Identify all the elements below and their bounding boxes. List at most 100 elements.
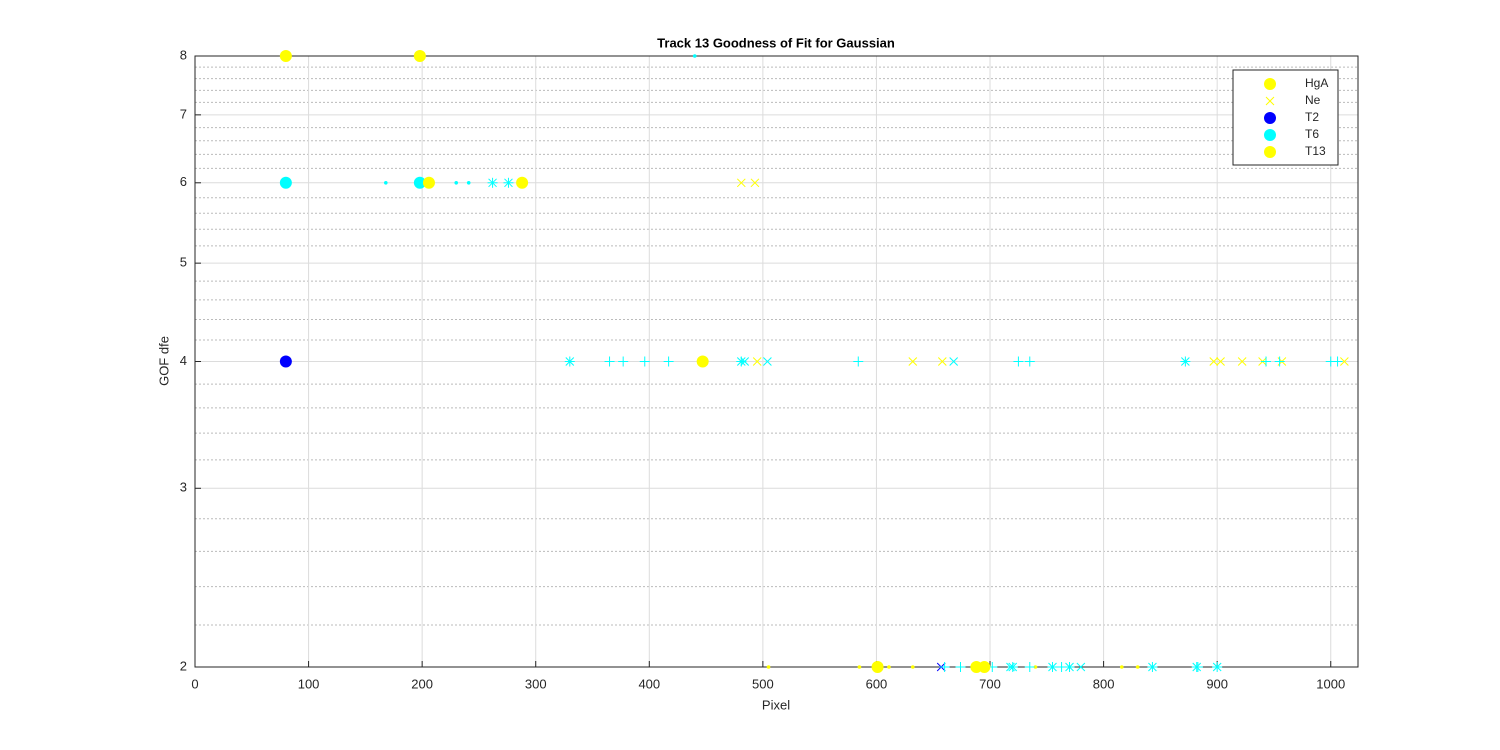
data-point — [949, 357, 959, 366]
marker-dot — [692, 54, 697, 58]
x-tick-label: 400 — [638, 676, 660, 691]
data-point — [1076, 662, 1086, 672]
marker-stroke — [1212, 662, 1222, 672]
data-point — [1216, 357, 1225, 366]
data-point — [1013, 356, 1024, 367]
data-point — [663, 356, 674, 367]
data-point — [908, 357, 918, 366]
marker-dot — [978, 661, 991, 673]
marker-dot — [466, 180, 471, 185]
marker-dot — [413, 176, 426, 189]
marker-stroke — [1340, 357, 1349, 366]
data-point — [604, 356, 615, 367]
y-axis-label: GOF dfe — [156, 336, 171, 386]
x-tick-label: 0 — [191, 676, 198, 691]
y-tick-label: 8 — [180, 47, 187, 62]
marker-dot — [279, 355, 292, 368]
data-point — [1024, 662, 1035, 672]
data-point — [1119, 665, 1124, 669]
data-point — [871, 661, 884, 673]
marker-stroke — [750, 178, 760, 188]
marker-dot — [1264, 129, 1276, 141]
data-point — [1192, 662, 1203, 672]
x-tick-label: 800 — [1093, 676, 1115, 691]
data-point — [939, 662, 950, 672]
marker-dot — [696, 355, 709, 368]
marker-dot — [871, 661, 884, 673]
data-point — [1007, 662, 1018, 672]
marker-stroke — [1006, 662, 1015, 672]
data-point — [910, 665, 915, 669]
data-point — [1047, 662, 1058, 672]
data-point — [736, 178, 746, 188]
marker-dot — [516, 176, 529, 189]
data-point — [1180, 356, 1191, 367]
data-point — [487, 177, 498, 188]
data-point — [853, 356, 864, 367]
x-tick-label: 100 — [298, 676, 320, 691]
data-point — [766, 665, 771, 669]
x-tick-label: 900 — [1206, 676, 1228, 691]
data-point — [466, 180, 471, 185]
marker-dot — [910, 665, 915, 669]
x-tick-label: 600 — [866, 676, 888, 691]
marker-stroke — [1181, 357, 1190, 366]
marker-stroke — [1216, 357, 1225, 366]
data-point — [696, 355, 709, 368]
data-point — [740, 357, 750, 366]
data-point — [1006, 662, 1015, 672]
data-point — [1209, 357, 1219, 366]
marker-stroke — [1148, 662, 1157, 672]
data-point — [1237, 357, 1247, 366]
marker-dot — [413, 50, 426, 62]
data-point — [384, 180, 388, 185]
marker-stroke — [1008, 662, 1018, 672]
legend-marker — [1264, 112, 1276, 124]
marker-dot — [1264, 78, 1276, 90]
x-tick-label: 700 — [979, 676, 1001, 691]
x-tick-label: 300 — [525, 676, 547, 691]
marker-stroke — [949, 357, 959, 366]
legend-label: T2 — [1305, 110, 1319, 124]
x-tick-label: 500 — [752, 676, 774, 691]
data-point — [1261, 356, 1272, 367]
data-point — [1147, 662, 1158, 672]
data-point — [279, 50, 292, 62]
data-point — [454, 180, 459, 185]
data-point — [618, 356, 629, 367]
data-point — [763, 357, 772, 366]
data-point — [937, 357, 947, 366]
marker-stroke — [740, 357, 750, 366]
data-point — [503, 177, 514, 188]
data-point — [955, 662, 966, 672]
marker-dot — [454, 180, 459, 185]
marker-stroke — [937, 357, 947, 366]
data-point — [422, 176, 435, 189]
legend-label: HgA — [1305, 76, 1328, 90]
data-point — [1056, 662, 1067, 672]
legend-marker — [1264, 146, 1276, 158]
y-tick-label: 4 — [180, 353, 187, 368]
x-tick-label: 1000 — [1316, 676, 1345, 691]
marker-dot — [1135, 665, 1140, 669]
data-point — [279, 176, 292, 189]
marker-stroke — [736, 178, 746, 188]
data-point — [752, 357, 762, 366]
marker-stroke — [1065, 662, 1074, 672]
legend-marker — [1265, 96, 1275, 106]
marker-dot — [384, 180, 388, 185]
legend-label: T6 — [1305, 127, 1319, 141]
data-point — [978, 661, 991, 673]
data-point — [1135, 665, 1140, 669]
marker-stroke — [1209, 357, 1219, 366]
marker-dot — [279, 50, 292, 62]
data-point — [564, 356, 575, 367]
y-tick-label: 7 — [180, 106, 187, 121]
data-point — [1212, 662, 1223, 672]
y-tick-label: 5 — [180, 255, 187, 270]
marker-dot — [887, 665, 891, 669]
marker-stroke — [565, 357, 575, 366]
marker-stroke — [1237, 357, 1247, 366]
marker-stroke — [1076, 662, 1086, 672]
